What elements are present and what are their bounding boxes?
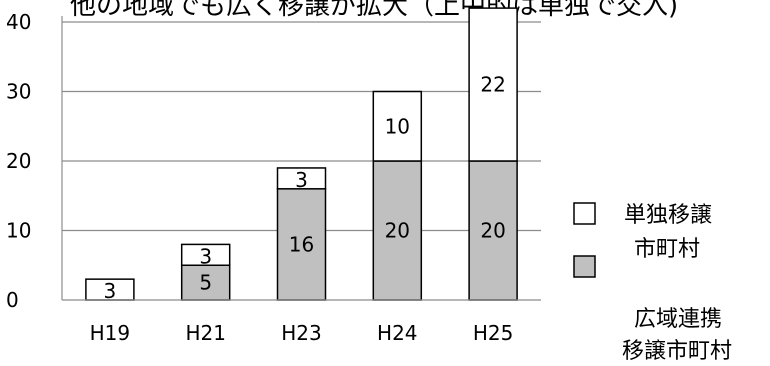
x-category-label: H21 bbox=[185, 321, 226, 345]
y-axis: 0 10 20 30 40 bbox=[6, 10, 63, 312]
x-category-label: H23 bbox=[281, 321, 322, 345]
data-label: 22 bbox=[480, 73, 505, 97]
x-category-label: H19 bbox=[90, 321, 131, 345]
bar-segment bbox=[276, 167, 327, 190]
data-label: 20 bbox=[480, 219, 505, 243]
data-label: 3 bbox=[104, 279, 117, 303]
legend-label-single-line2: 市町村 bbox=[634, 237, 700, 262]
data-label: 3 bbox=[199, 244, 212, 268]
legend-label-wide-line2: 移譲市町村 bbox=[622, 339, 732, 364]
y-tick-label: 0 bbox=[6, 288, 19, 312]
chart-title: 他の地域でも広く移譲が拡大（上中的は単独で交入) bbox=[70, 0, 678, 21]
legend-swatch-wide bbox=[573, 255, 596, 278]
bar-segment bbox=[180, 243, 231, 266]
data-label: 5 bbox=[199, 271, 212, 295]
bar-segment bbox=[468, 160, 518, 301]
bars: 3 5 3 16 3 20 10 20 22 bbox=[85, 7, 518, 303]
y-tick-label: 20 bbox=[6, 149, 31, 173]
bar-segment bbox=[276, 188, 327, 301]
bar-segment bbox=[468, 7, 518, 162]
bar-segment bbox=[372, 160, 423, 301]
data-label: 16 bbox=[289, 232, 314, 256]
data-label: 10 bbox=[385, 114, 410, 138]
legend-label-wide-line1: 広域連携 bbox=[634, 307, 722, 332]
data-label: 20 bbox=[385, 219, 410, 243]
y-tick-label: 30 bbox=[6, 80, 31, 104]
y-tick-label: 40 bbox=[6, 10, 31, 34]
x-category-label: H24 bbox=[377, 321, 418, 345]
legend-label-single-line1: 単独移譲 bbox=[624, 203, 712, 228]
legend-swatch-single bbox=[573, 202, 596, 225]
bar-segment bbox=[372, 90, 423, 162]
y-tick-label: 10 bbox=[6, 219, 31, 243]
x-category-label: H25 bbox=[473, 321, 514, 345]
legend: 単独移譲 市町村 広域連携 移譲市町村 bbox=[573, 202, 732, 364]
x-axis: H19 H21 H23 H24 H25 bbox=[62, 299, 541, 345]
data-label: 3 bbox=[295, 168, 308, 192]
